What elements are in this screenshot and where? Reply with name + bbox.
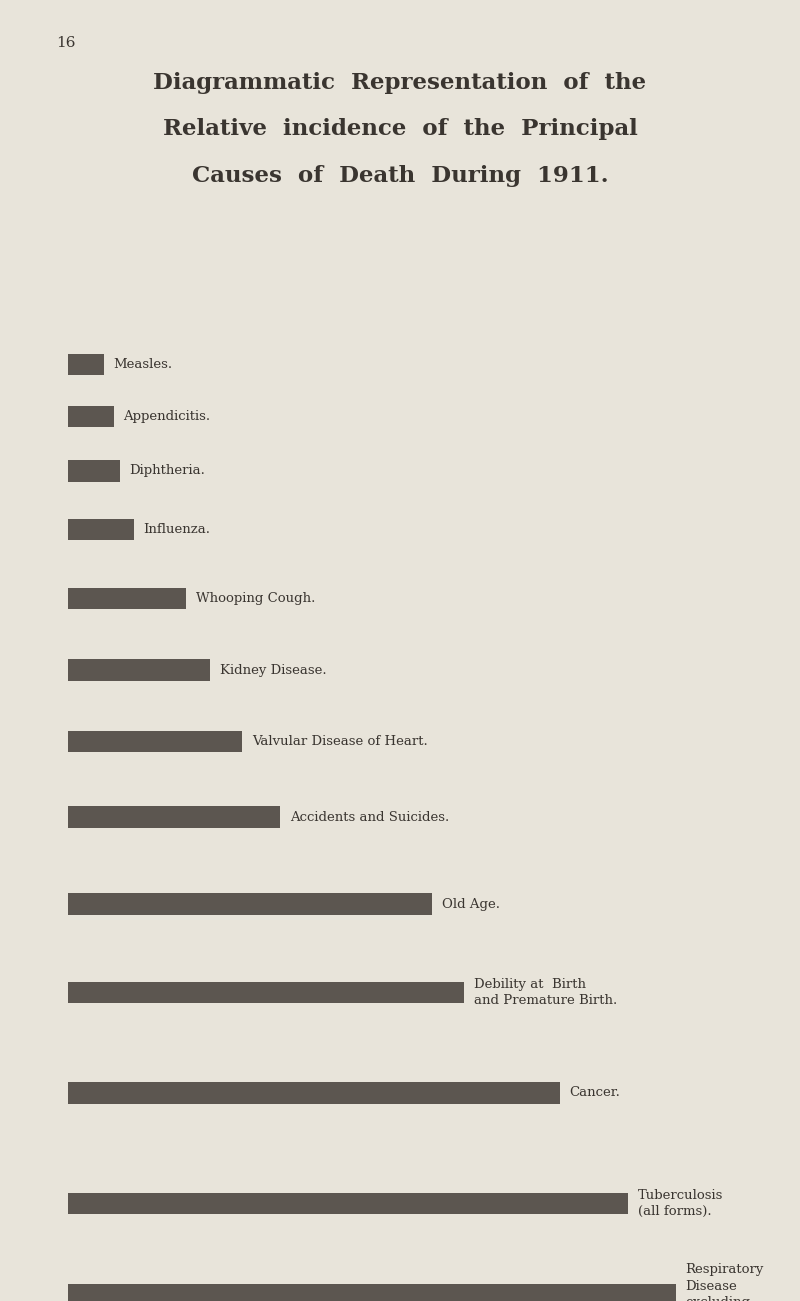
Text: Respiratory
Disease
excluding
Phthisis.: Respiratory Disease excluding Phthisis.	[686, 1263, 764, 1301]
Text: Diagrammatic  Representation  of  the: Diagrammatic Representation of the	[154, 72, 646, 94]
Bar	[68, 982, 464, 1003]
Bar	[68, 731, 242, 752]
Text: Tuberculosis
(all forms).: Tuberculosis (all forms).	[638, 1189, 723, 1218]
Text: Accidents and Suicides.: Accidents and Suicides.	[290, 811, 449, 824]
Bar	[68, 519, 134, 540]
Bar	[68, 660, 210, 680]
Bar	[68, 406, 114, 427]
Bar	[68, 894, 432, 915]
Bar	[68, 1284, 676, 1301]
Text: Diphtheria.: Diphtheria.	[130, 464, 206, 477]
Text: Causes  of  Death  During  1911.: Causes of Death During 1911.	[192, 165, 608, 187]
Bar	[68, 354, 104, 375]
Text: Relative  incidence  of  the  Principal: Relative incidence of the Principal	[162, 118, 638, 141]
Bar	[68, 1082, 560, 1103]
Text: Measles.: Measles.	[114, 358, 173, 371]
Bar	[68, 1193, 628, 1214]
Text: Influenza.: Influenza.	[143, 523, 210, 536]
Bar	[68, 461, 120, 481]
Bar	[68, 588, 186, 609]
Text: Valvular Disease of Heart.: Valvular Disease of Heart.	[252, 735, 428, 748]
Text: 16: 16	[56, 36, 75, 51]
Text: Kidney Disease.: Kidney Disease.	[220, 664, 326, 677]
Text: Debility at  Birth
and Premature Birth.: Debility at Birth and Premature Birth.	[474, 978, 617, 1007]
Text: Cancer.: Cancer.	[570, 1086, 621, 1099]
Text: Old Age.: Old Age.	[442, 898, 499, 911]
Text: Whooping Cough.: Whooping Cough.	[196, 592, 315, 605]
Bar	[68, 807, 280, 827]
Text: Appendicitis.: Appendicitis.	[123, 410, 210, 423]
